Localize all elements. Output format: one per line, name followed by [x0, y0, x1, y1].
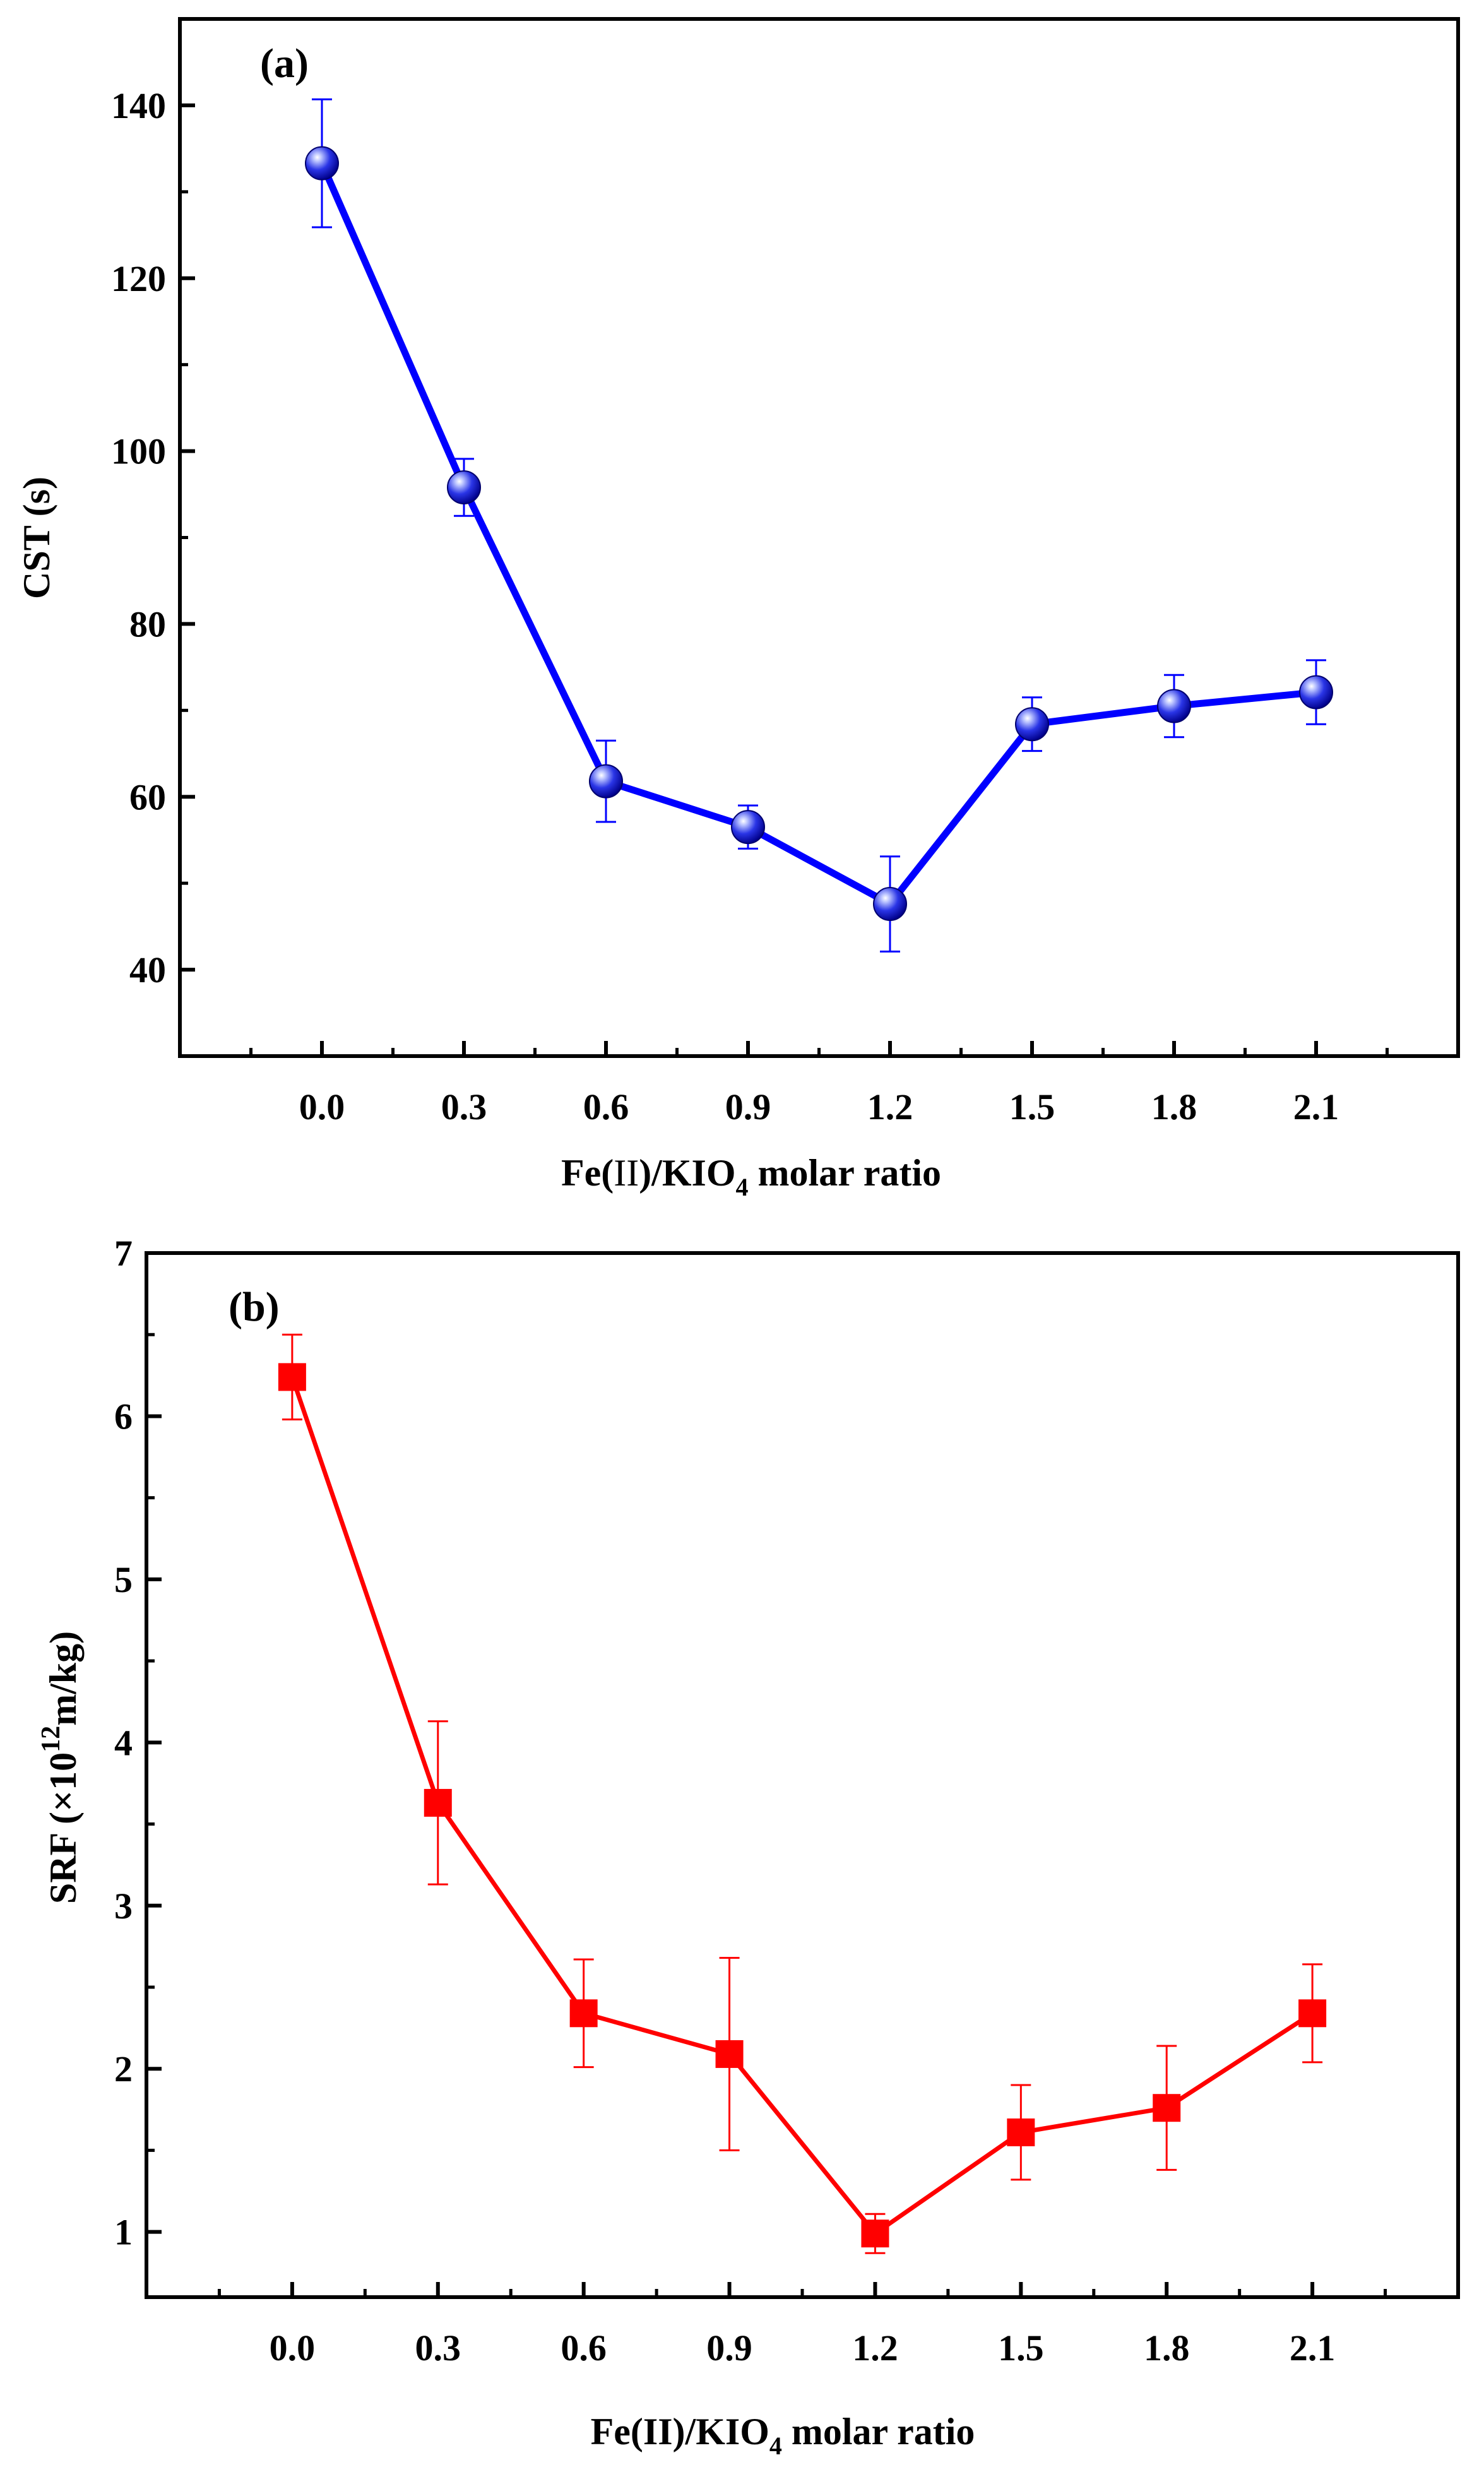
- a-x-tick-label: 1.5: [1009, 1086, 1055, 1127]
- a-x-tick-label: 0.0: [299, 1086, 345, 1127]
- b-y-tick-label: 4: [114, 1722, 133, 1763]
- a-data-point: [305, 146, 339, 181]
- b-y-tick-label: 1: [114, 2212, 133, 2253]
- b-y-tick-label: 3: [114, 1886, 133, 1927]
- panel-a-series-line: [318, 162, 1317, 908]
- a-x-tick-label: 1.8: [1151, 1086, 1197, 1127]
- panel-b-x-tick-labels: 0.0 0.3 0.6 0.9 1.2 1.5 1.8 2.1: [270, 2327, 1336, 2368]
- a-data-point: [1157, 689, 1191, 723]
- b-x-tick-label: 1.5: [998, 2327, 1044, 2368]
- b-x-tick-label: 0.6: [561, 2327, 607, 2368]
- a-data-point: [731, 810, 765, 845]
- b-data-point: [1298, 1999, 1327, 2028]
- b-data-point: [861, 2219, 889, 2248]
- a-y-tick-label: 120: [111, 258, 166, 299]
- roman-numeral: II: [614, 1152, 639, 1194]
- b-data-point: [278, 1363, 306, 1391]
- panel-b-tag: (b): [229, 1284, 280, 1330]
- panel-a-plot-frame: [178, 17, 1460, 1058]
- b-data-point: [1007, 2118, 1035, 2146]
- panel-a-error-bars: [312, 98, 1326, 953]
- panel-b-ticks: [146, 1251, 1387, 2297]
- b-x-tick-label: 2.1: [1290, 2327, 1336, 2368]
- panel-a-tag: (a): [260, 40, 309, 86]
- panel-b-series-line: [290, 1376, 1314, 2236]
- b-x-tick-label: 0.0: [270, 2327, 316, 2368]
- panel-b-y-tick-labels: 1 2 3 4 5 6 7: [114, 1233, 133, 2253]
- panel-a-markers: [305, 146, 1333, 922]
- a-data-point: [1299, 675, 1333, 710]
- a-x-tick-label: 0.9: [725, 1086, 771, 1127]
- b-data-point: [424, 1788, 452, 1817]
- superscript: 12: [37, 1726, 66, 1752]
- panel-a-y-axis-title: CST (s): [16, 477, 57, 599]
- b-data-point: [1153, 2094, 1181, 2122]
- a-y-tick-label: 140: [111, 85, 166, 126]
- a-data-point: [873, 887, 907, 922]
- panel-b-x-axis-title: Fe(II)/KIO4 molar ratio: [591, 2411, 975, 2460]
- b-data-point: [569, 1999, 598, 2028]
- a-x-tick-label: 1.2: [867, 1086, 913, 1127]
- b-y-tick-label: 2: [114, 2048, 133, 2089]
- b-y-tick-label: 7: [114, 1233, 133, 1274]
- a-y-tick-label: 100: [111, 431, 166, 472]
- panel-a-chart: 0.0 0.3 0.6 0.9 1.2 1.5 1.8 2.1 40 60 80 100 120 140…: [16, 17, 1460, 1201]
- panel-a-x-axis-title: Fe(II)/KIO4 molar ratio: [561, 1152, 941, 1201]
- b-y-tick-label: 5: [114, 1559, 133, 1600]
- panel-b-markers: [278, 1363, 1327, 2248]
- b-x-tick-label: 1.8: [1144, 2327, 1190, 2368]
- a-y-tick-label: 60: [129, 776, 166, 817]
- subscript: 4: [769, 2432, 782, 2460]
- a-data-point: [589, 764, 623, 799]
- panel-a-x-tick-labels: 0.0 0.3 0.6 0.9 1.2 1.5 1.8 2.1: [299, 1086, 1339, 1127]
- b-x-tick-label: 0.9: [706, 2327, 752, 2368]
- panel-a-ticks: [180, 17, 1389, 1058]
- a-x-tick-label: 0.3: [441, 1086, 487, 1127]
- a-data-point: [447, 470, 481, 505]
- b-x-tick-label: 1.2: [852, 2327, 898, 2368]
- a-y-tick-label: 40: [129, 949, 166, 990]
- b-data-point: [715, 2040, 744, 2068]
- b-x-tick-label: 0.3: [415, 2327, 461, 2368]
- b-y-tick-label: 6: [114, 1396, 133, 1437]
- subscript: 4: [736, 1173, 749, 1201]
- a-y-tick-label: 80: [129, 603, 166, 645]
- a-x-tick-label: 0.6: [583, 1086, 629, 1127]
- panel-b-y-axis-title: SRF (×1012m/kg): [37, 1631, 84, 1904]
- a-data-point: [1015, 707, 1049, 742]
- panel-a-y-tick-labels: 40 60 80 100 120 140: [111, 85, 166, 990]
- a-x-tick-label: 2.1: [1293, 1086, 1339, 1127]
